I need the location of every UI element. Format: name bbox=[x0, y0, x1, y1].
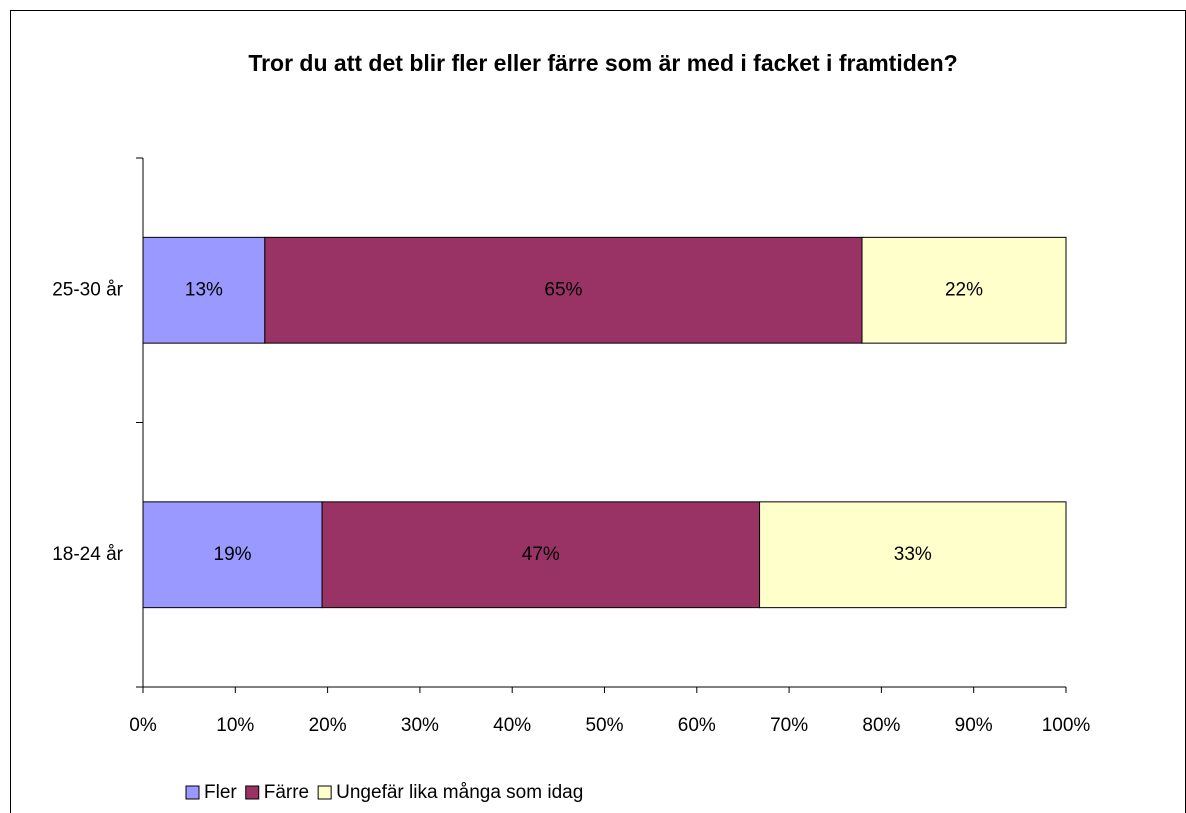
x-tick-label: 80% bbox=[862, 715, 900, 736]
legend-label: Färre bbox=[264, 782, 309, 803]
x-tick-label: 20% bbox=[309, 715, 347, 736]
legend-swatch bbox=[245, 785, 260, 800]
y-tick-label: 25-30 år bbox=[52, 279, 123, 300]
data-label: 19% bbox=[214, 544, 252, 565]
x-tick-label: 50% bbox=[585, 715, 623, 736]
data-label: 33% bbox=[894, 544, 932, 565]
x-tick-label: 70% bbox=[770, 715, 808, 736]
x-tick-label: 40% bbox=[493, 715, 531, 736]
x-tick-label: 0% bbox=[129, 715, 157, 736]
chart-border bbox=[10, 10, 1186, 813]
legend-swatch bbox=[317, 785, 332, 800]
data-label: 47% bbox=[522, 544, 560, 565]
legend-label: Ungefär lika många som idag bbox=[336, 782, 583, 803]
bar-segment bbox=[321, 501, 761, 609]
bar-segment bbox=[142, 236, 266, 344]
data-label: 22% bbox=[945, 279, 983, 300]
y-tick-label: 18-24 år bbox=[52, 544, 123, 565]
legend-label: Fler bbox=[204, 782, 237, 803]
x-tick-label: 100% bbox=[1042, 715, 1091, 736]
bar-segment bbox=[264, 236, 863, 344]
bar-segment bbox=[861, 236, 1067, 344]
bar-segment bbox=[142, 501, 323, 609]
bar-segment bbox=[759, 501, 1067, 609]
x-tick-label: 30% bbox=[401, 715, 439, 736]
legend-swatch bbox=[185, 785, 200, 800]
chart-title: Tror du att det blir fler eller färre so… bbox=[248, 50, 958, 76]
data-label: 65% bbox=[544, 279, 582, 300]
x-tick-label: 60% bbox=[678, 715, 716, 736]
x-tick-label: 90% bbox=[955, 715, 993, 736]
data-label: 13% bbox=[185, 279, 223, 300]
x-tick-label: 10% bbox=[216, 715, 254, 736]
